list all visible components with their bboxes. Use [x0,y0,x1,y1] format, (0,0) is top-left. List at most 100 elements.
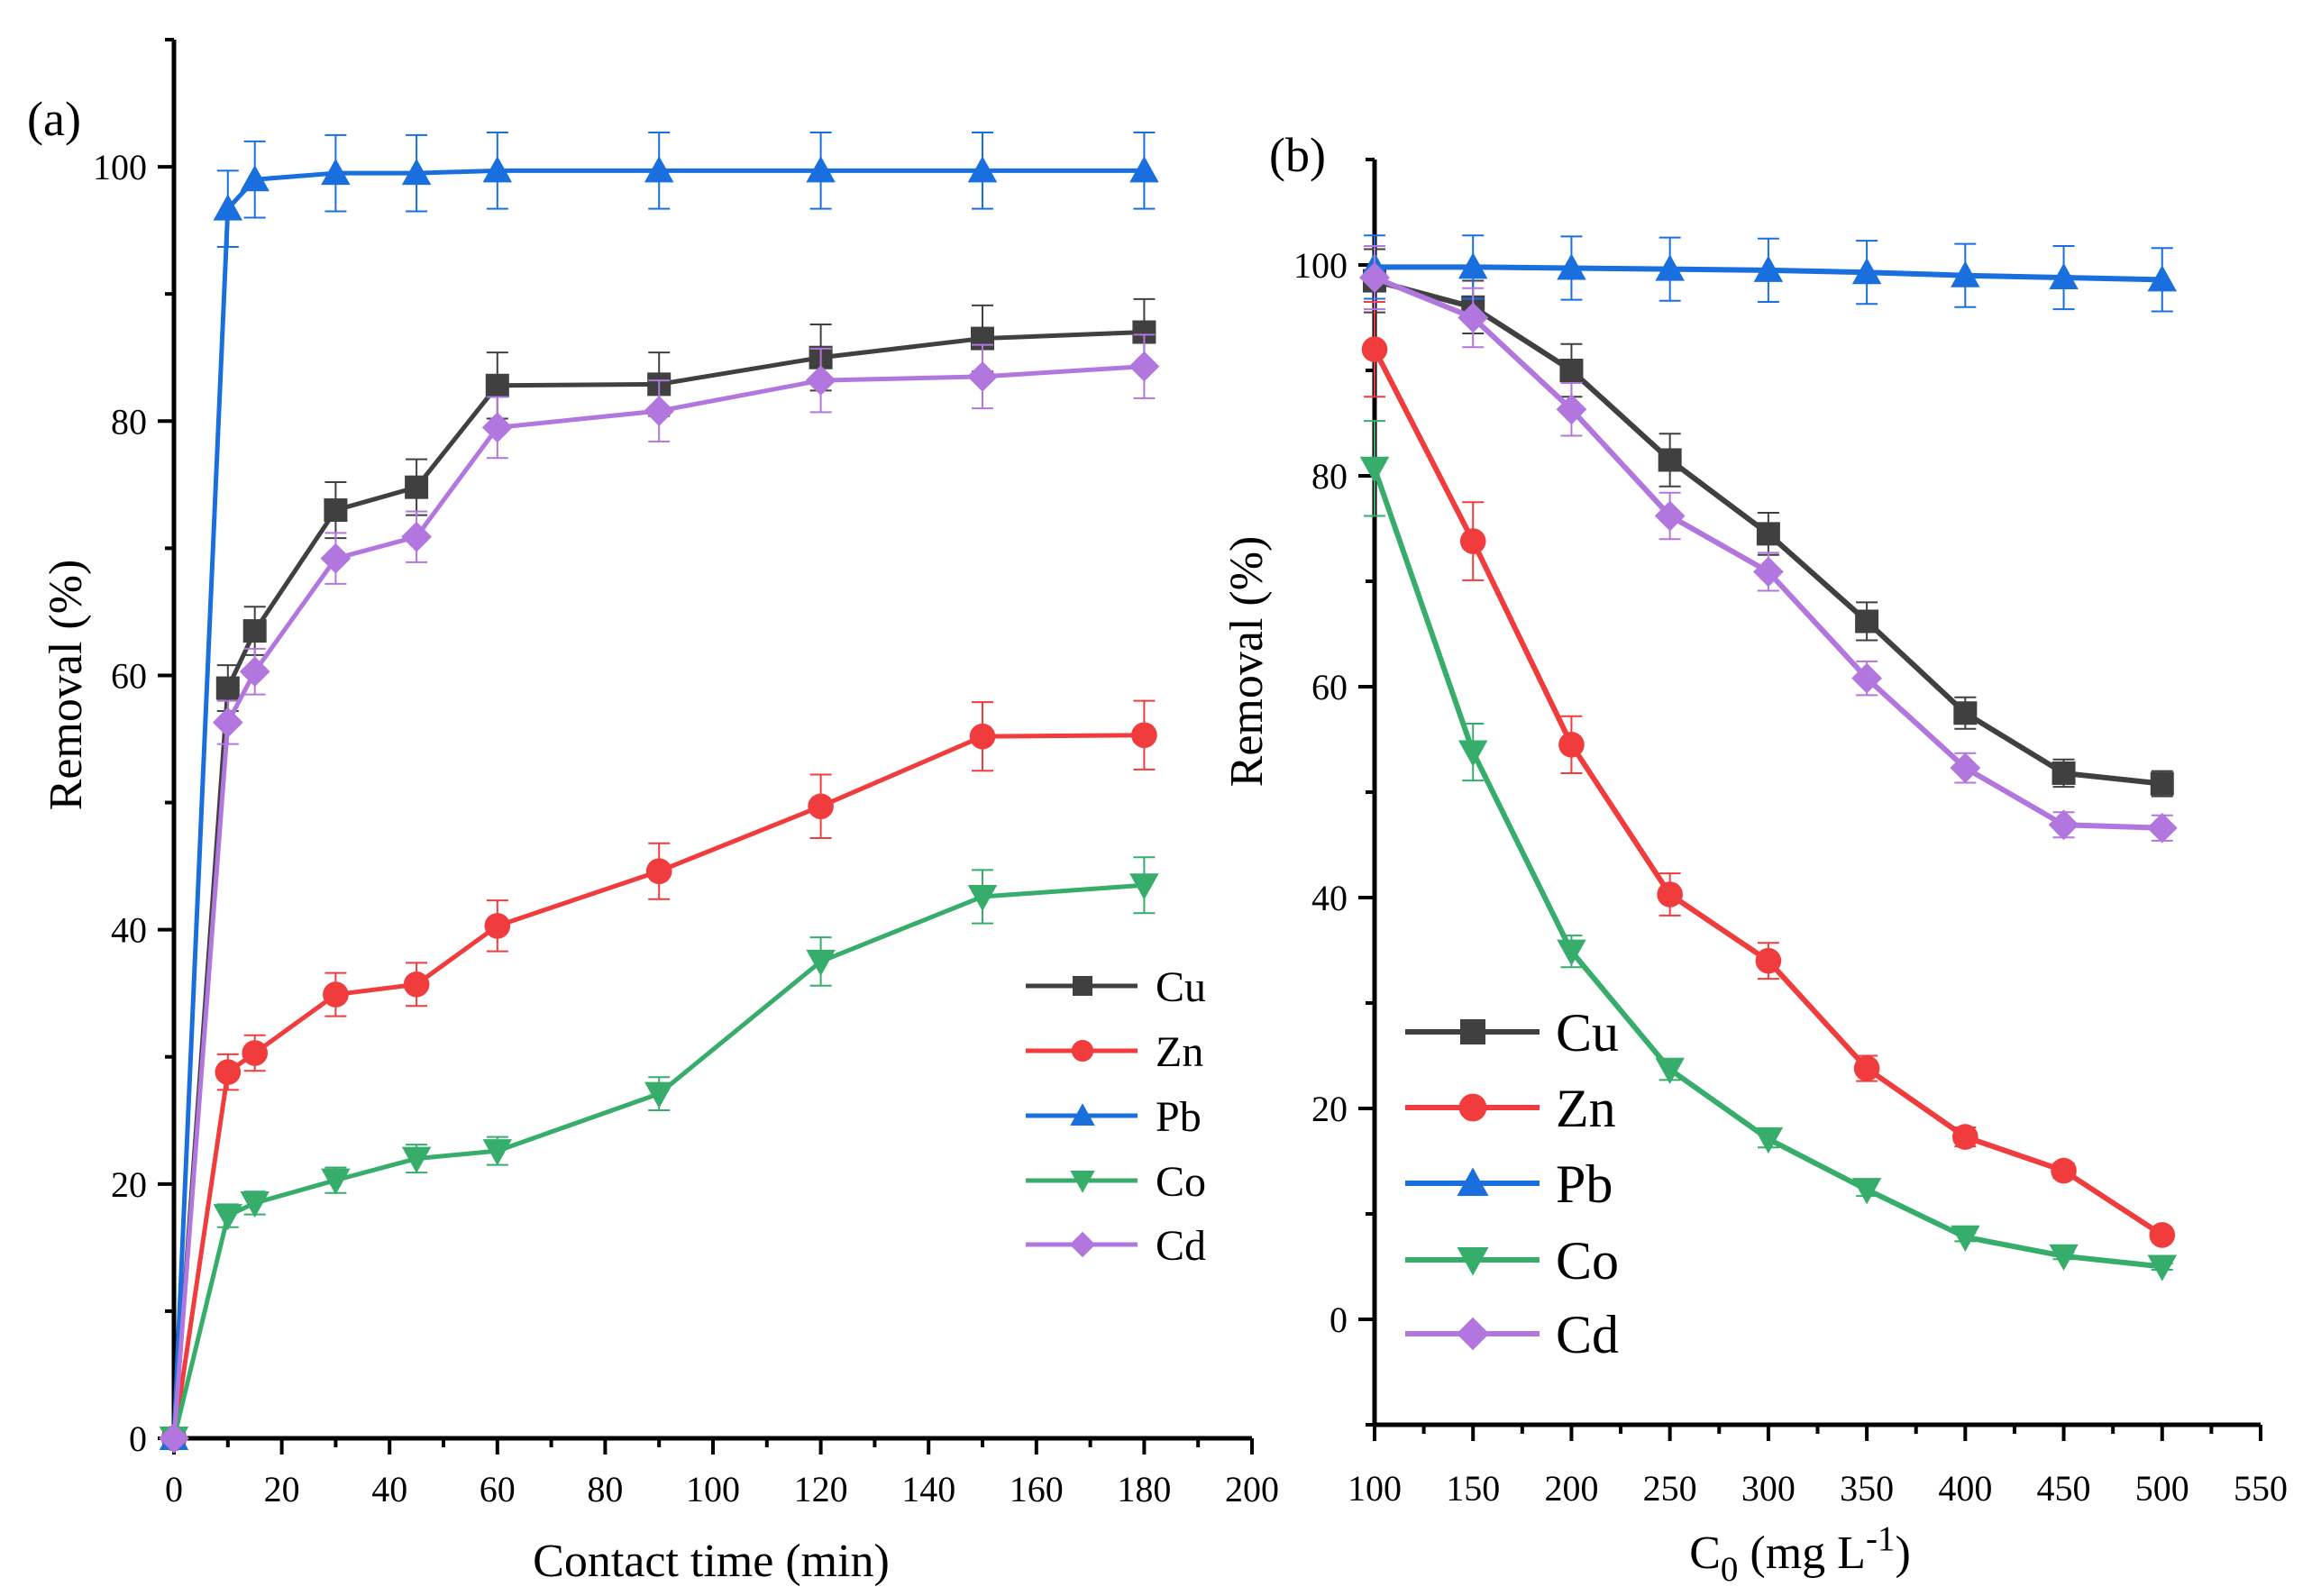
legend-item-cu: Cu [1026,963,1206,1011]
legend-item-co: Co [1405,1231,1619,1290]
data-point [240,164,270,192]
data-point [401,158,432,186]
data-point [1657,881,1683,907]
panel-label: (b) [1269,128,1326,182]
data-point [1558,732,1585,758]
x-tick-label: 450 [2037,1468,2091,1509]
panel-b: 100 150 200 250 300 350 400 450 500 550 0 20 40 60 80 1… [1221,128,2288,1589]
data-point [2146,812,2178,844]
data-point [1131,722,1157,749]
data-point [1953,701,1978,725]
legend-label: Pb [1556,1154,1613,1214]
data-point [481,412,513,443]
data-point [2149,1222,2176,1248]
data-point [1753,1126,1784,1154]
data-point [213,194,243,221]
data-point [1556,394,1587,425]
data-point [1457,302,1489,333]
data-point [212,707,243,738]
data-point [240,1190,270,1218]
series-line [171,168,1145,1439]
data-point [1950,752,1981,783]
legend-marker [1457,1167,1489,1196]
data-point [1851,1178,1882,1205]
data-point [2147,265,2178,292]
data-point [1951,1225,1980,1252]
data-point [967,156,998,183]
panel-label: (a) [27,92,81,146]
series-cu [162,297,1156,1450]
x-tick-label: 180 [1117,1469,1171,1509]
data-point [644,156,674,183]
y-tick-label: 60 [111,655,147,696]
data-point [805,365,836,397]
data-point [323,981,349,1008]
panel-a: 0 20 40 60 80 100 120 140 160 180 200 0 20 40 60 80 100 (… [27,38,1279,1587]
legend-label: Cu [1156,963,1206,1011]
y-tick-label: 20 [1311,1089,1348,1129]
data-point [1359,262,1390,293]
legend-item-cu: Cu [1405,1003,1619,1062]
legend-label: Zn [1556,1079,1616,1138]
data-point [2051,1157,2077,1184]
data-point [1557,253,1586,280]
x-tick-label: 20 [264,1469,300,1509]
legend-label: Cd [1556,1305,1619,1364]
data-point [644,396,675,426]
data-point [2048,809,2079,841]
data-point [1851,257,1882,285]
y-tick-label: 0 [1330,1300,1348,1340]
data-point [159,1423,189,1454]
data-point [806,156,836,183]
data-point [215,676,240,700]
y-tick-label: 20 [111,1164,147,1205]
data-point [1129,156,1159,183]
series-zn [1361,300,2176,1248]
data-point [1855,609,1879,634]
data-point [1129,351,1160,382]
data-point [1951,260,1980,287]
data-point [401,1146,432,1173]
data-point [1654,500,1686,532]
data-point [967,884,998,912]
data-point [1752,556,1784,588]
data-point [1658,448,1682,472]
legend: Cu Zn Pb Co Cd [1026,963,1206,1270]
data-point [321,158,351,186]
data-point [485,373,509,397]
legend-marker [1070,1103,1095,1126]
y-tick-label: 0 [129,1418,147,1459]
data-point [242,619,267,643]
x-tick-label: 80 [587,1469,623,1509]
data-point [2150,771,2174,796]
series-line [171,364,1145,1439]
series-line [171,330,1145,1439]
x-tick-label: 200 [1225,1469,1279,1509]
legend-item-cd: Cd [1026,1222,1206,1270]
x-tick-label: 60 [480,1469,516,1509]
data-point [1655,1057,1685,1084]
legend-label: Cu [1556,1003,1619,1062]
series-cd [159,333,1160,1454]
data-point [1755,947,1782,974]
legend-item-co: Co [1026,1158,1206,1206]
data-point [1756,522,1780,546]
x-tick-label: 550 [2234,1468,2288,1509]
series-line [171,882,1145,1439]
data-point [1457,740,1488,767]
data-point [215,1059,242,1085]
x-tick-label: 100 [1348,1468,1402,1509]
data-point [242,1040,269,1066]
legend-item-zn: Zn [1026,1028,1203,1076]
data-point [1559,359,1584,382]
x-axis-label: C0 (mg L-1) [1689,1519,1911,1589]
series-cd [1359,244,2178,844]
data-point [967,360,998,392]
data-point [1359,456,1390,484]
data-point [2147,1254,2178,1281]
series-zn [160,699,1157,1452]
data-point [1655,254,1685,281]
x-tick-label: 500 [2135,1468,2189,1509]
data-point [403,971,430,998]
data-point [1557,939,1586,966]
